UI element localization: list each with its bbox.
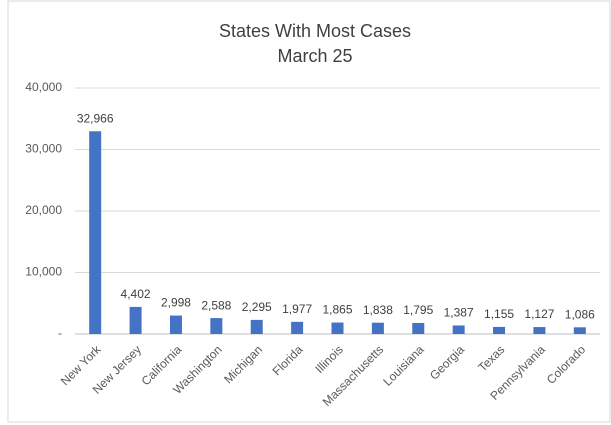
data-label: 2,295 — [242, 300, 272, 314]
bar — [169, 315, 182, 334]
data-label: 1,155 — [484, 307, 514, 321]
data-label: 1,086 — [565, 307, 595, 321]
bar — [412, 322, 425, 334]
data-label: 1,977 — [282, 302, 312, 316]
bar — [493, 326, 506, 334]
data-label: 32,966 — [77, 111, 114, 125]
bar — [291, 321, 304, 334]
data-label: 1,838 — [363, 303, 393, 317]
y-tick-label: 10,000 — [25, 265, 62, 279]
data-label: 1,127 — [524, 307, 554, 321]
data-label: 4,402 — [121, 287, 151, 301]
data-label: 1,795 — [403, 303, 433, 317]
chart-subtitle: March 25 — [277, 46, 352, 66]
data-label: 2,588 — [201, 298, 231, 312]
y-tick-label: 40,000 — [25, 80, 62, 94]
bar — [129, 306, 142, 334]
bar — [250, 319, 263, 334]
bar — [533, 327, 546, 334]
y-tick-label: - — [58, 326, 62, 340]
y-tick-label: 30,000 — [25, 142, 62, 156]
data-label: 2,998 — [161, 296, 191, 310]
y-tick-label: 20,000 — [25, 203, 62, 217]
chart-title: States With Most Cases — [219, 21, 411, 41]
bar — [331, 322, 344, 334]
data-label: 1,865 — [322, 303, 352, 317]
bar — [89, 131, 102, 334]
bar — [452, 325, 465, 334]
data-label: 1,387 — [444, 306, 474, 320]
bar — [573, 327, 586, 334]
bar — [210, 318, 223, 334]
bar — [371, 322, 384, 334]
